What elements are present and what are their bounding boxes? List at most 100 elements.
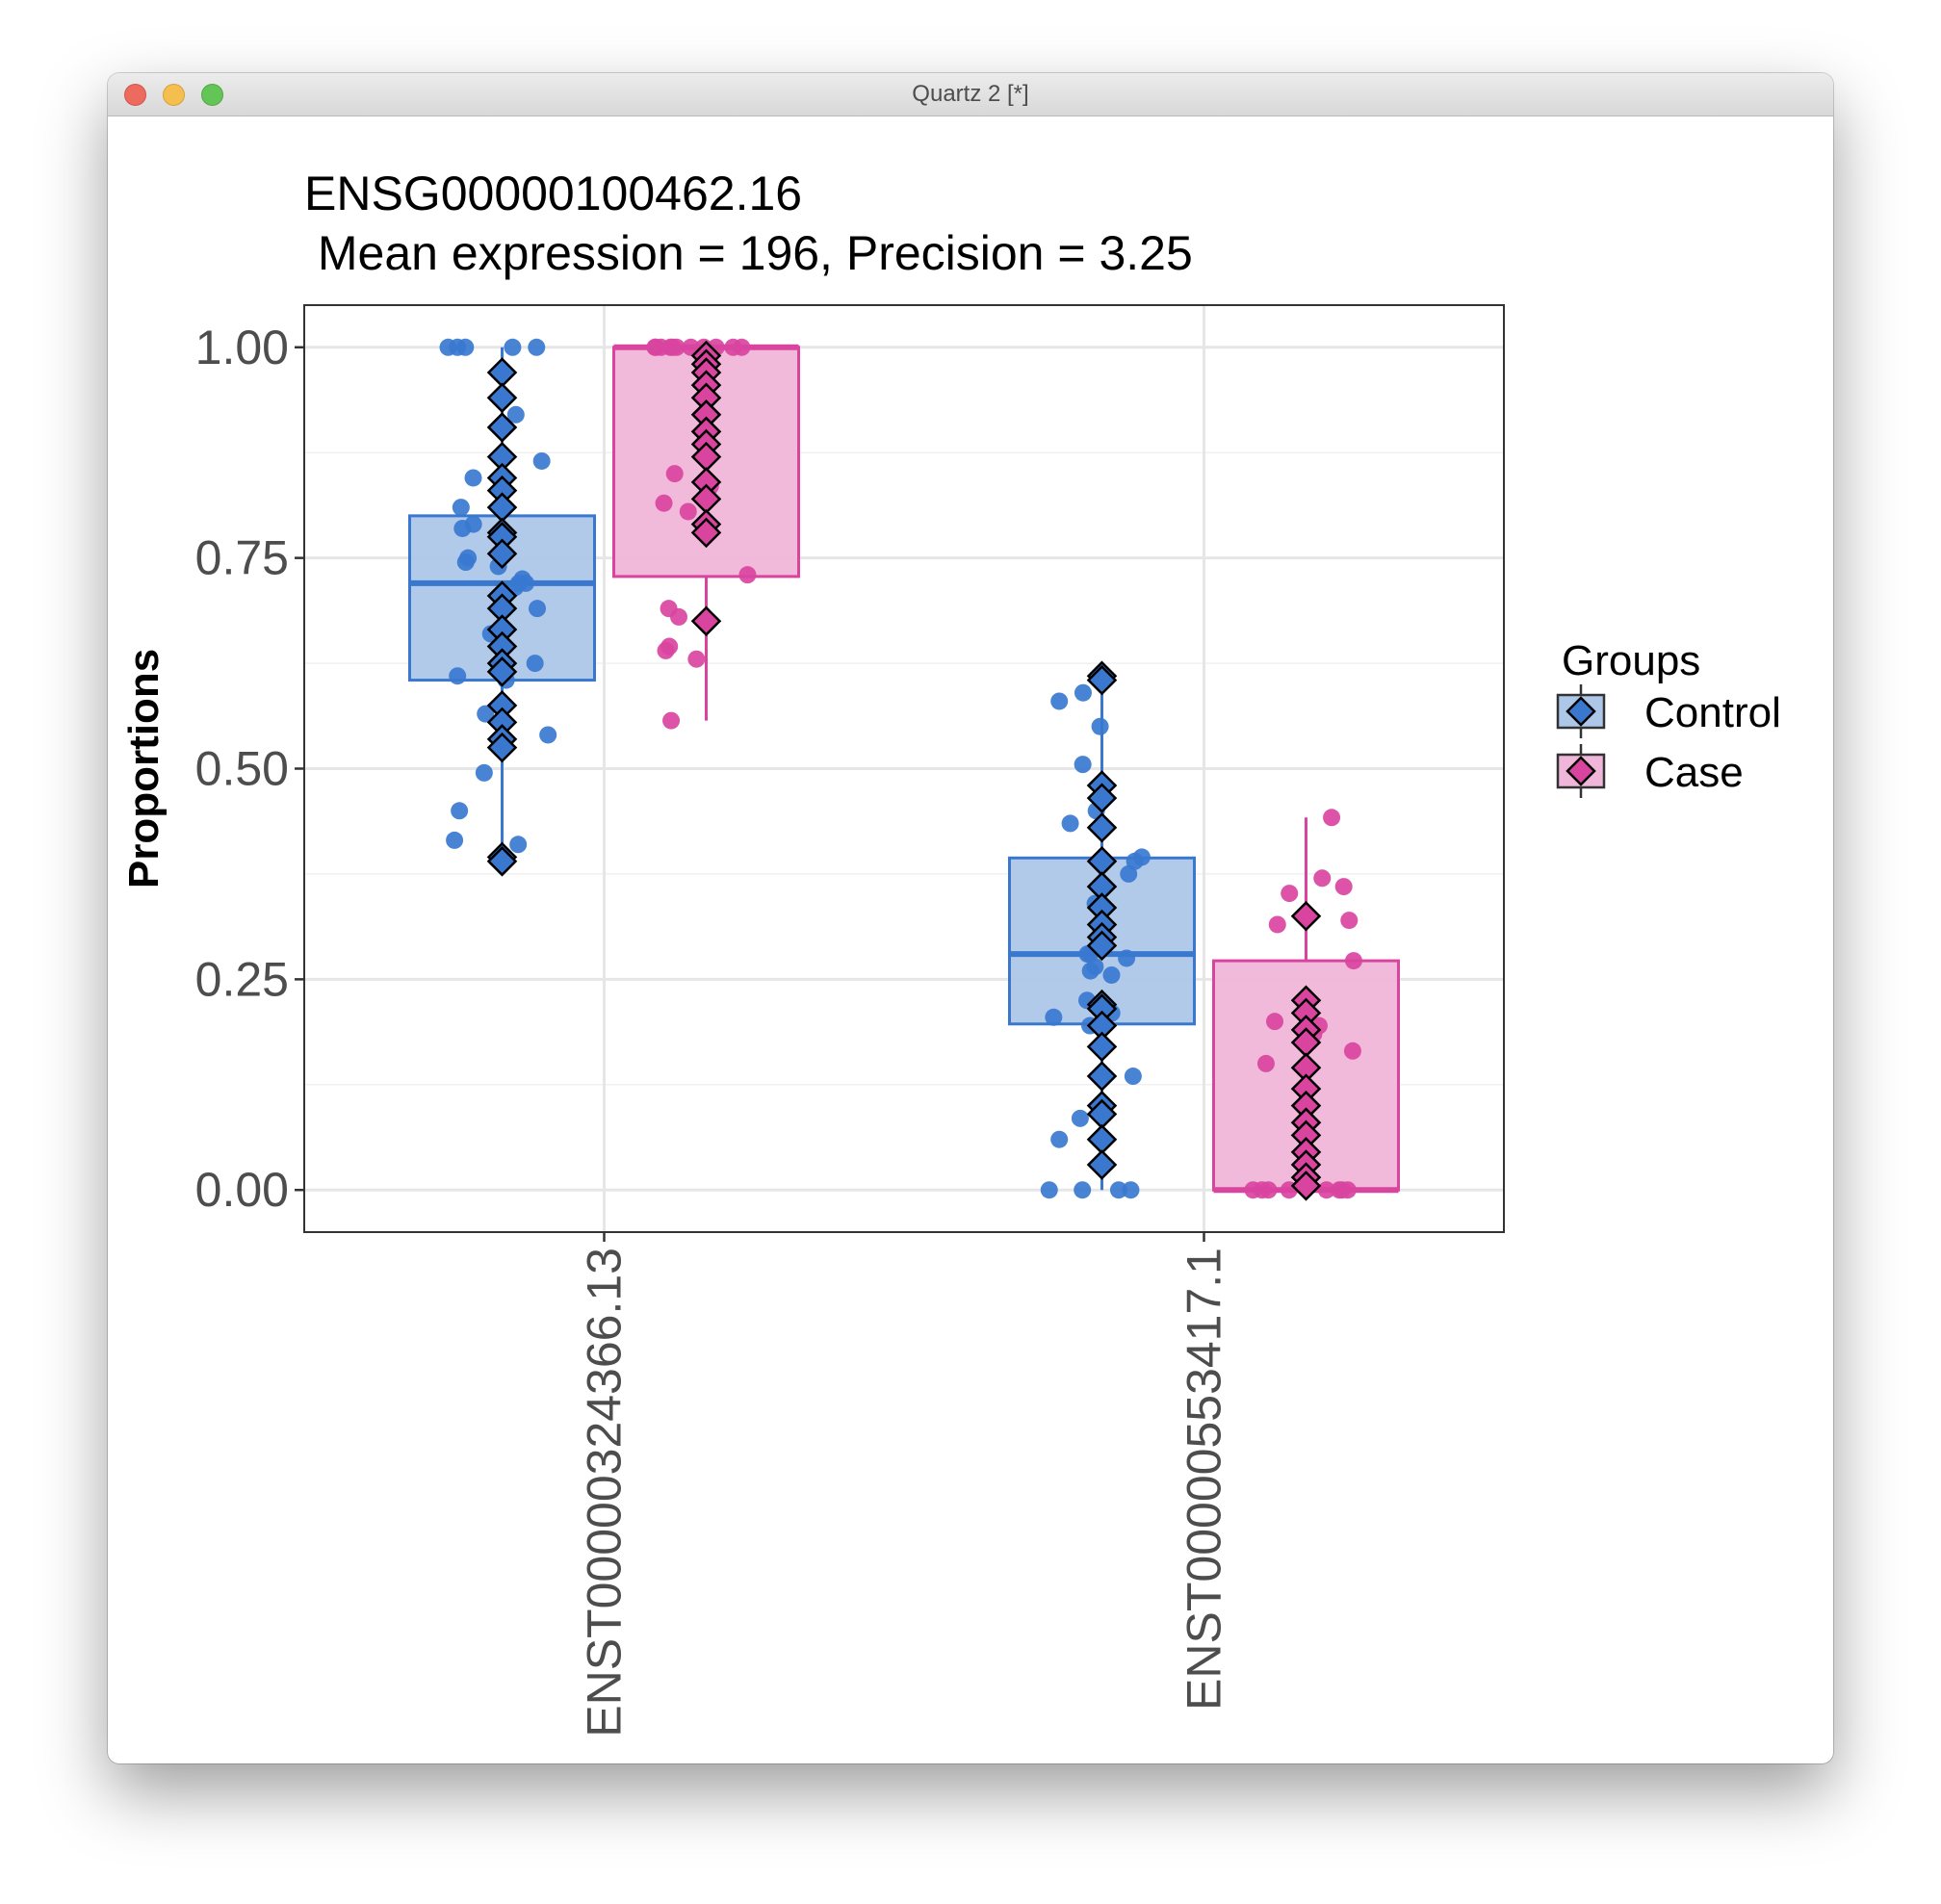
case-point (662, 711, 681, 730)
control-point (449, 667, 467, 685)
control-point (1045, 1008, 1063, 1026)
legend: Groups Control Case (1556, 637, 1781, 798)
control-point (456, 553, 475, 572)
control-point (1061, 814, 1079, 833)
control-point (526, 655, 544, 673)
control-point (1091, 717, 1109, 735)
control-diamond (1086, 783, 1118, 813)
diamond-layer (486, 340, 1322, 1201)
y-tick-label: 0.50 (195, 742, 289, 796)
control-point (1040, 1181, 1058, 1199)
control-point (452, 499, 470, 517)
case-point (667, 338, 686, 356)
axes: 0.00 0.25 0.50 0.75 1.00 ENST00000324366.13 EN… (195, 321, 1231, 1737)
case-point (1266, 1013, 1284, 1031)
quartz-window: Quartz 2 [*] ENSG00000100462.16 Mean exp… (108, 73, 1833, 1763)
case-point (655, 494, 673, 512)
control-point (475, 763, 493, 782)
control-legend-label: Control (1644, 689, 1781, 736)
control-point (1124, 1068, 1142, 1086)
control-point (1071, 1109, 1089, 1127)
control-point (477, 705, 495, 723)
case-legend-diamond (1566, 756, 1596, 786)
close-button[interactable] (124, 84, 146, 106)
control-diamond (486, 846, 518, 877)
case-point (1343, 1042, 1361, 1060)
case-point (1256, 1054, 1275, 1072)
case-point (657, 641, 675, 659)
control-diamond (1086, 1061, 1118, 1092)
case-point (1313, 869, 1332, 888)
case-point (665, 465, 684, 483)
case-point (1344, 952, 1362, 970)
control-diamond (486, 538, 518, 570)
zoom-button[interactable] (201, 84, 223, 106)
chart-subtitle: Mean expression = 196, Precision = 3.25 (304, 226, 1193, 280)
case-point (1340, 912, 1359, 930)
control-point (529, 600, 547, 618)
case-point (1323, 809, 1341, 827)
control-point (1074, 756, 1092, 774)
control-point (1109, 1181, 1127, 1199)
case-diamond (1290, 900, 1322, 932)
y-tick-label: 0.75 (195, 531, 289, 585)
case-point (733, 338, 751, 356)
case-point (1268, 915, 1286, 934)
control-point (1118, 949, 1136, 967)
control-diamond (486, 656, 518, 687)
control-diamond (486, 382, 518, 414)
control-point (1050, 692, 1069, 710)
y-axis-label: Proportions (120, 649, 168, 888)
case-point (738, 566, 757, 584)
control-point (1074, 683, 1092, 702)
control-diamond (1086, 930, 1118, 962)
x-tick-label: ENST00000553417.1 (1178, 1248, 1231, 1711)
control-point (506, 405, 525, 424)
case-legend-label: Case (1644, 749, 1744, 796)
y-tick-label: 0.25 (195, 952, 289, 1006)
control-point (504, 338, 522, 356)
control-point (1074, 1181, 1092, 1199)
case-diamond (1290, 1171, 1322, 1201)
control-point (1102, 965, 1121, 984)
control-diamond (1086, 1149, 1118, 1180)
control-point (528, 338, 546, 356)
case-point (1334, 878, 1353, 896)
y-tick-label: 1.00 (195, 321, 289, 374)
case-diamond (690, 605, 722, 637)
x-tick-label: ENST00000324366.13 (578, 1248, 632, 1737)
control-diamond (1086, 1031, 1118, 1063)
control-point (446, 831, 464, 849)
control-diamond (486, 412, 518, 443)
case-point (646, 338, 664, 356)
control-diamond (1086, 812, 1118, 843)
control-point (1120, 864, 1138, 883)
control-diamond (486, 732, 518, 763)
control-legend-diamond (1566, 696, 1596, 727)
case-point (1331, 1181, 1349, 1199)
chart-title: ENSG00000100462.16 (304, 167, 802, 220)
legend-title: Groups (1562, 637, 1700, 684)
case-point (679, 502, 697, 521)
control-point (453, 519, 472, 537)
control-point (532, 451, 551, 470)
case-point (687, 650, 706, 668)
minimize-button[interactable] (163, 84, 185, 106)
control-point (1050, 1130, 1069, 1148)
y-tick-label: 0.00 (195, 1163, 289, 1217)
control-point (1081, 962, 1100, 980)
control-diamond (1086, 664, 1118, 696)
case-point (1317, 1181, 1335, 1199)
window-titlebar[interactable]: Quartz 2 [*] (108, 73, 1833, 116)
case-diamond (690, 517, 722, 549)
control-point (539, 726, 557, 744)
control-point (451, 802, 469, 820)
window-title: Quartz 2 [*] (912, 81, 1029, 107)
case-point (1253, 1181, 1271, 1199)
control-point (1122, 1181, 1140, 1199)
control-point (456, 338, 475, 356)
case-point (1281, 885, 1299, 903)
boxplot-chart: ENSG00000100462.16 Mean expression = 196… (120, 167, 1781, 1737)
control-point (464, 469, 482, 487)
control-point (509, 836, 528, 854)
